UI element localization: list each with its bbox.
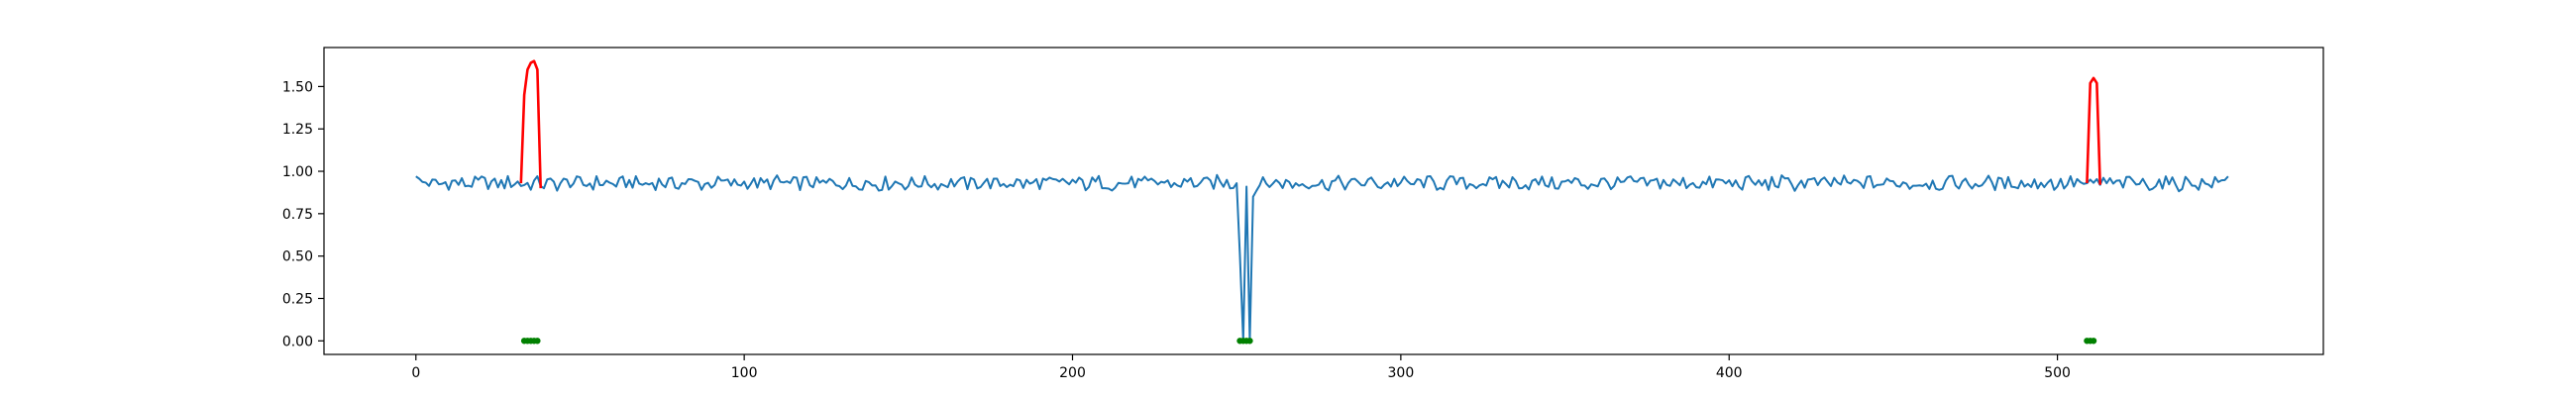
anomaly-marker-2 <box>1236 338 1253 345</box>
anomaly-line-2 <box>2086 76 2101 185</box>
marker-point <box>534 338 541 345</box>
x-axis: 0 100 200 300 400 500 <box>411 354 2071 381</box>
x-tick-label: 100 <box>731 365 758 381</box>
plot-area <box>415 59 2229 345</box>
anomaly-marker-3 <box>2084 338 2097 345</box>
y-tick-label: 1.25 <box>282 122 313 138</box>
y-axis: 0.00 0.25 0.50 0.75 1.00 1.25 1.50 <box>282 79 324 349</box>
x-tick-label: 400 <box>1716 365 1743 381</box>
plot-frame <box>323 47 2324 355</box>
anomaly-line-1 <box>519 59 542 189</box>
anomaly-marker-1 <box>520 338 541 345</box>
x-tick-label: 0 <box>411 365 420 381</box>
x-tick-label: 200 <box>1059 365 1086 381</box>
x-tick-label: 500 <box>2044 365 2071 381</box>
y-tick-label: 0.25 <box>282 291 313 307</box>
y-tick-label: 1.50 <box>282 79 313 95</box>
x-tick-label: 300 <box>1388 365 1415 381</box>
y-tick-label: 0.00 <box>282 334 313 349</box>
marker-point <box>2090 338 2097 345</box>
signal-line <box>415 173 2229 343</box>
y-tick-label: 1.00 <box>282 164 313 180</box>
y-tick-label: 0.50 <box>282 249 313 265</box>
y-tick-label: 0.75 <box>282 207 313 223</box>
marker-point <box>1246 338 1253 345</box>
